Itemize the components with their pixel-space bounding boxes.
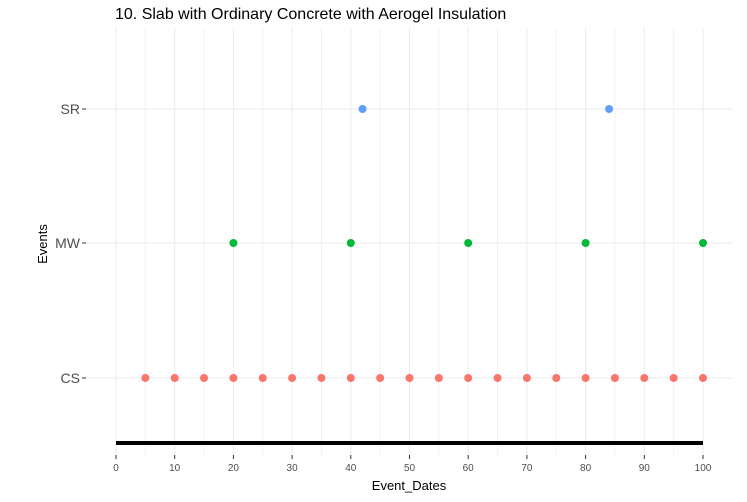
- point-cs: [346, 374, 355, 382]
- chart-title: 10. Slab with Ordinary Concrete with Aer…: [115, 6, 506, 23]
- point-cs: [288, 374, 297, 382]
- point-cs: [581, 374, 590, 382]
- point-cs: [200, 374, 209, 382]
- point-cs: [669, 374, 678, 382]
- x-tick-label: 90: [639, 463, 651, 474]
- point-sr: [358, 105, 367, 113]
- y-axis-ticks: CS MW SR: [55, 101, 86, 386]
- x-tick-label: 40: [345, 463, 357, 474]
- point-sr: [605, 105, 614, 113]
- x-tick-label: 50: [404, 463, 416, 474]
- point-cs: [640, 374, 649, 382]
- point-cs: [141, 374, 150, 382]
- point-cs: [522, 374, 531, 382]
- x-tick-label: 0: [113, 463, 119, 474]
- point-mw: [699, 239, 707, 247]
- point-cs: [493, 374, 502, 382]
- points-layer: [141, 105, 707, 382]
- point-cs: [610, 374, 619, 382]
- y-tick-label: SR: [61, 101, 80, 117]
- x-tick-label: 60: [463, 463, 475, 474]
- x-axis-title: Event_Dates: [372, 478, 447, 493]
- point-cs: [376, 374, 385, 382]
- point-mw: [464, 239, 473, 247]
- point-cs: [699, 374, 707, 382]
- x-axis-ticks: 0 10 20 30 40 50 60 70 80 90 100: [113, 455, 712, 474]
- point-cs: [170, 374, 179, 382]
- x-tick-label: 20: [228, 463, 240, 474]
- point-cs: [464, 374, 473, 382]
- y-tick-label: CS: [61, 370, 80, 386]
- y-tick-label: MW: [55, 235, 81, 251]
- point-cs: [229, 374, 238, 382]
- point-cs: [317, 374, 326, 382]
- grid: [86, 28, 733, 455]
- point-mw: [346, 239, 355, 247]
- point-cs: [552, 374, 561, 382]
- x-tick-label: 70: [521, 463, 533, 474]
- point-cs: [405, 374, 414, 382]
- point-cs: [258, 374, 267, 382]
- x-tick-label: 10: [169, 463, 181, 474]
- point-cs: [434, 374, 443, 382]
- point-mw: [581, 239, 590, 247]
- x-tick-label: 100: [695, 463, 712, 474]
- x-tick-label: 80: [580, 463, 592, 474]
- x-tick-label: 30: [287, 463, 299, 474]
- y-axis-title: Events: [35, 224, 50, 264]
- point-mw: [229, 239, 238, 247]
